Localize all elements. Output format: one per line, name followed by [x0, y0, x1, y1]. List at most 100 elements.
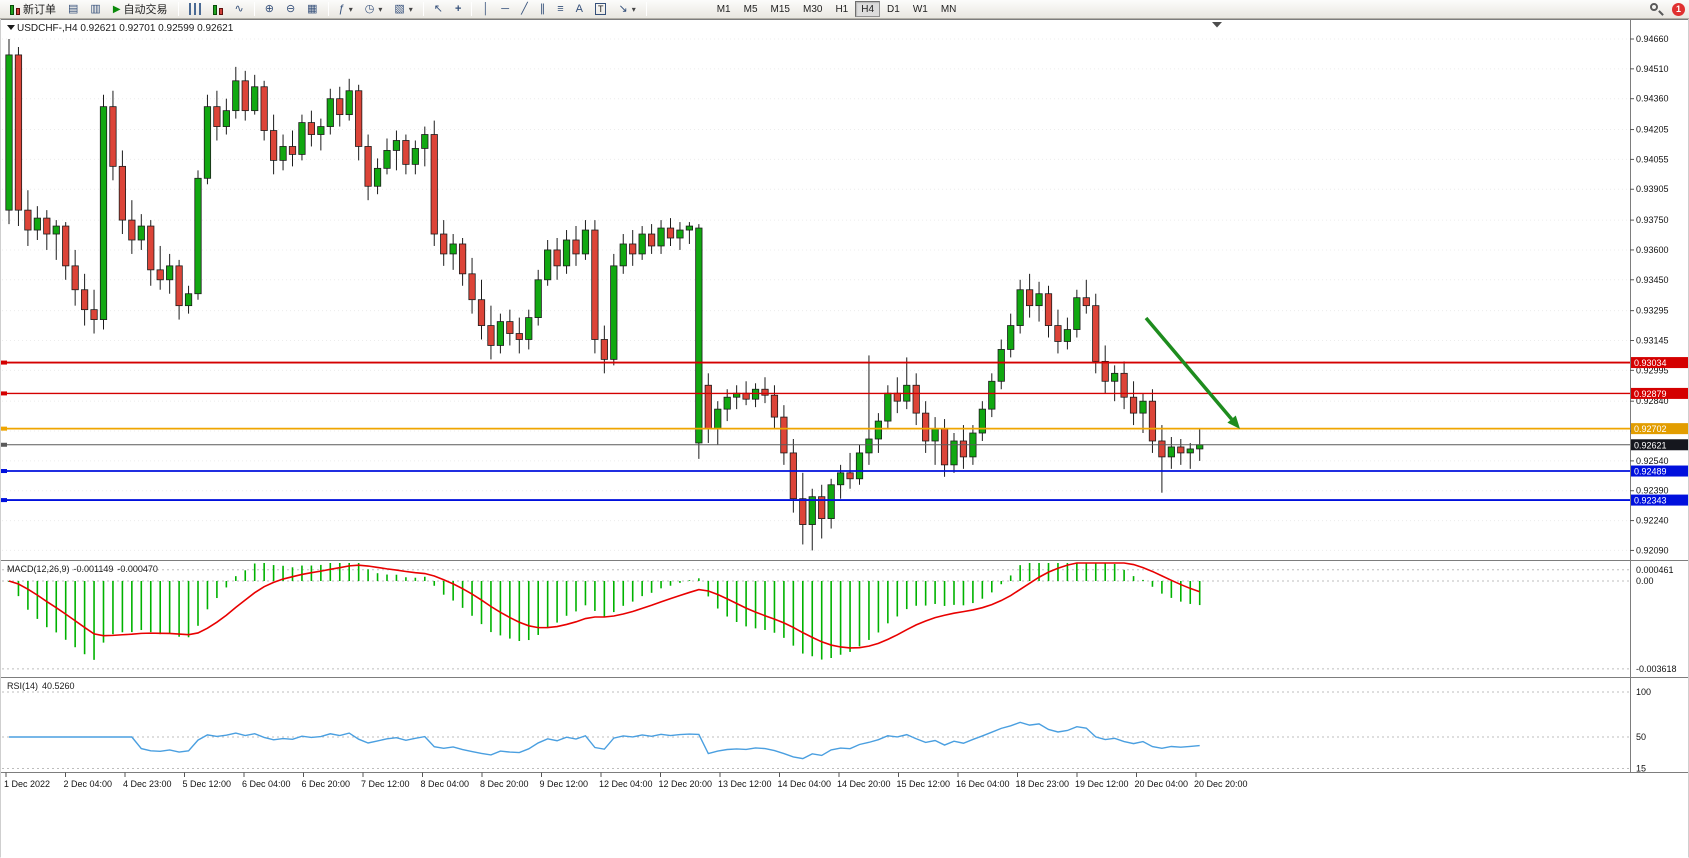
zoom-in-button[interactable]: ⊕: [259, 1, 280, 18]
chart-shift-marker[interactable]: [1212, 22, 1222, 28]
candle-body: [629, 243, 637, 255]
cursor-button[interactable]: ↖: [428, 1, 449, 18]
timeframe-m15-button[interactable]: M15: [765, 1, 796, 17]
price-axis-label: 0.94510: [1636, 64, 1669, 74]
timeframe-m1-button[interactable]: M1: [711, 1, 737, 17]
bar-chart-button[interactable]: [183, 1, 207, 18]
price-badge-label: 0.92621: [1634, 440, 1667, 450]
candle-body: [402, 140, 410, 165]
timeframe-mn-button[interactable]: MN: [935, 1, 963, 17]
candle-body: [269, 130, 278, 161]
macd-indicator-label: MACD(12,26,9) -0.001149 -0.000470: [7, 564, 162, 574]
candle-body: [581, 229, 590, 255]
search-icon[interactable]: [1649, 2, 1664, 17]
time-axis-label: 14 Dec 20:00: [837, 779, 891, 789]
candle-body: [931, 428, 939, 442]
horizontal-line-icon: ─: [501, 2, 510, 15]
timeframe-toolbar: M1 M5 M15 M30 H1 H4 D1 W1 MN: [711, 1, 963, 17]
text-label-tool-button[interactable]: T: [589, 1, 613, 18]
candle-body: [184, 293, 193, 307]
profiles-button[interactable]: ▥: [84, 1, 106, 18]
candle-body: [553, 249, 561, 267]
candlestick-chart-button[interactable]: [207, 1, 229, 18]
zoom-out-button[interactable]: ⊖: [280, 1, 301, 18]
candle-body: [818, 496, 826, 519]
candle-body: [610, 265, 618, 360]
text-tool-button[interactable]: A: [570, 1, 589, 18]
macd-signal-line: [8, 562, 1200, 649]
arrow-icon: ↘: [618, 2, 628, 15]
candle-body: [458, 243, 467, 275]
price-axis-label: 0.92840: [1636, 396, 1669, 406]
candle-body: [156, 269, 164, 281]
trendline-tool-button[interactable]: ╱: [515, 1, 534, 18]
candle-body: [213, 106, 221, 127]
candle-body: [1026, 289, 1034, 307]
arrows-tool-button[interactable]: ↘ ▾: [612, 1, 641, 18]
crosshair-button[interactable]: +: [449, 1, 467, 18]
timeframe-h1-button[interactable]: H1: [829, 1, 854, 17]
candle-body: [638, 233, 646, 255]
trend-arrow-annotation[interactable]: [1144, 316, 1233, 421]
timeframe-d1-button[interactable]: D1: [881, 1, 906, 17]
auto-trading-label: 自动交易: [123, 4, 168, 16]
candle-body: [345, 90, 353, 116]
candle-body: [704, 384, 712, 430]
candle-body: [874, 420, 883, 440]
candle-body: [1035, 293, 1043, 307]
cursor-icon: ↖: [433, 2, 443, 15]
candle-body: [714, 408, 722, 430]
horizontal-line-tool-button[interactable]: ─: [495, 1, 515, 18]
rsi-scale-label: 50: [1636, 732, 1646, 742]
line-chart-button[interactable]: ∿: [229, 1, 250, 18]
price-axis-label: 0.94055: [1636, 154, 1669, 164]
candle-body: [421, 134, 429, 149]
text-label-icon: T: [594, 3, 607, 15]
templates-button[interactable]: ▧ ▾: [388, 1, 418, 18]
line-chart-icon: ∿: [234, 2, 244, 15]
timeframe-m30-button[interactable]: M30: [797, 1, 828, 17]
hline-left-marker: [1, 469, 7, 474]
trend-arrow-head[interactable]: [1227, 415, 1240, 429]
vertical-line-tool-button[interactable]: │: [476, 1, 495, 18]
candle-body: [657, 227, 665, 247]
time-axis-label: 2 Dec 04:00: [64, 779, 113, 789]
candle-body: [175, 265, 183, 307]
candle-body: [477, 299, 486, 326]
price-axis-label: 0.93450: [1636, 275, 1669, 285]
price-badge-label: 0.92702: [1634, 424, 1667, 434]
one-click-trading-toggle[interactable]: [7, 25, 15, 30]
auto-trading-button[interactable]: ▶ 自动交易: [107, 1, 174, 18]
periods-button[interactable]: ◷ ▾: [359, 1, 389, 18]
new-chart-button[interactable]: ▤: [62, 1, 84, 18]
candlestick-icon: [212, 3, 223, 15]
hline-left-marker: [1, 426, 7, 431]
notification-badge[interactable]: 1: [1672, 2, 1685, 16]
candle-body: [600, 339, 608, 360]
vertical-line-icon: │: [482, 2, 490, 15]
play-icon: ▶: [112, 3, 121, 15]
macd-scale-label: -0.003618: [1636, 664, 1677, 674]
hline-left-marker: [1, 498, 7, 503]
equidistant-channel-tool-button[interactable]: ∥: [534, 1, 552, 18]
tile-windows-button[interactable]: ▦: [301, 1, 323, 18]
timeframe-w1-button[interactable]: W1: [907, 1, 934, 17]
chevron-down-icon: ▾: [348, 4, 353, 14]
text-icon: A: [575, 2, 583, 15]
fibonacci-icon: ≡: [557, 2, 564, 15]
price-axis-label: 0.93295: [1636, 306, 1669, 316]
timeframe-h4-button[interactable]: H4: [855, 1, 881, 17]
candle-body: [648, 233, 656, 247]
candle-body: [317, 126, 325, 135]
zoom-out-icon: ⊖: [285, 2, 296, 15]
rsi-indicator-label: RSI(14) 40.5260: [7, 681, 79, 691]
rsi-scale-label: 100: [1636, 687, 1651, 697]
timeframe-m5-button[interactable]: M5: [738, 1, 764, 17]
new-order-button[interactable]: 新订单: [4, 1, 62, 18]
time-axis-label: 6 Dec 04:00: [242, 779, 291, 789]
fibonacci-tool-button[interactable]: ≡: [551, 1, 569, 18]
indicators-button[interactable]: ƒ ▾: [333, 1, 359, 18]
price-badge-label: 0.93034: [1634, 358, 1667, 368]
